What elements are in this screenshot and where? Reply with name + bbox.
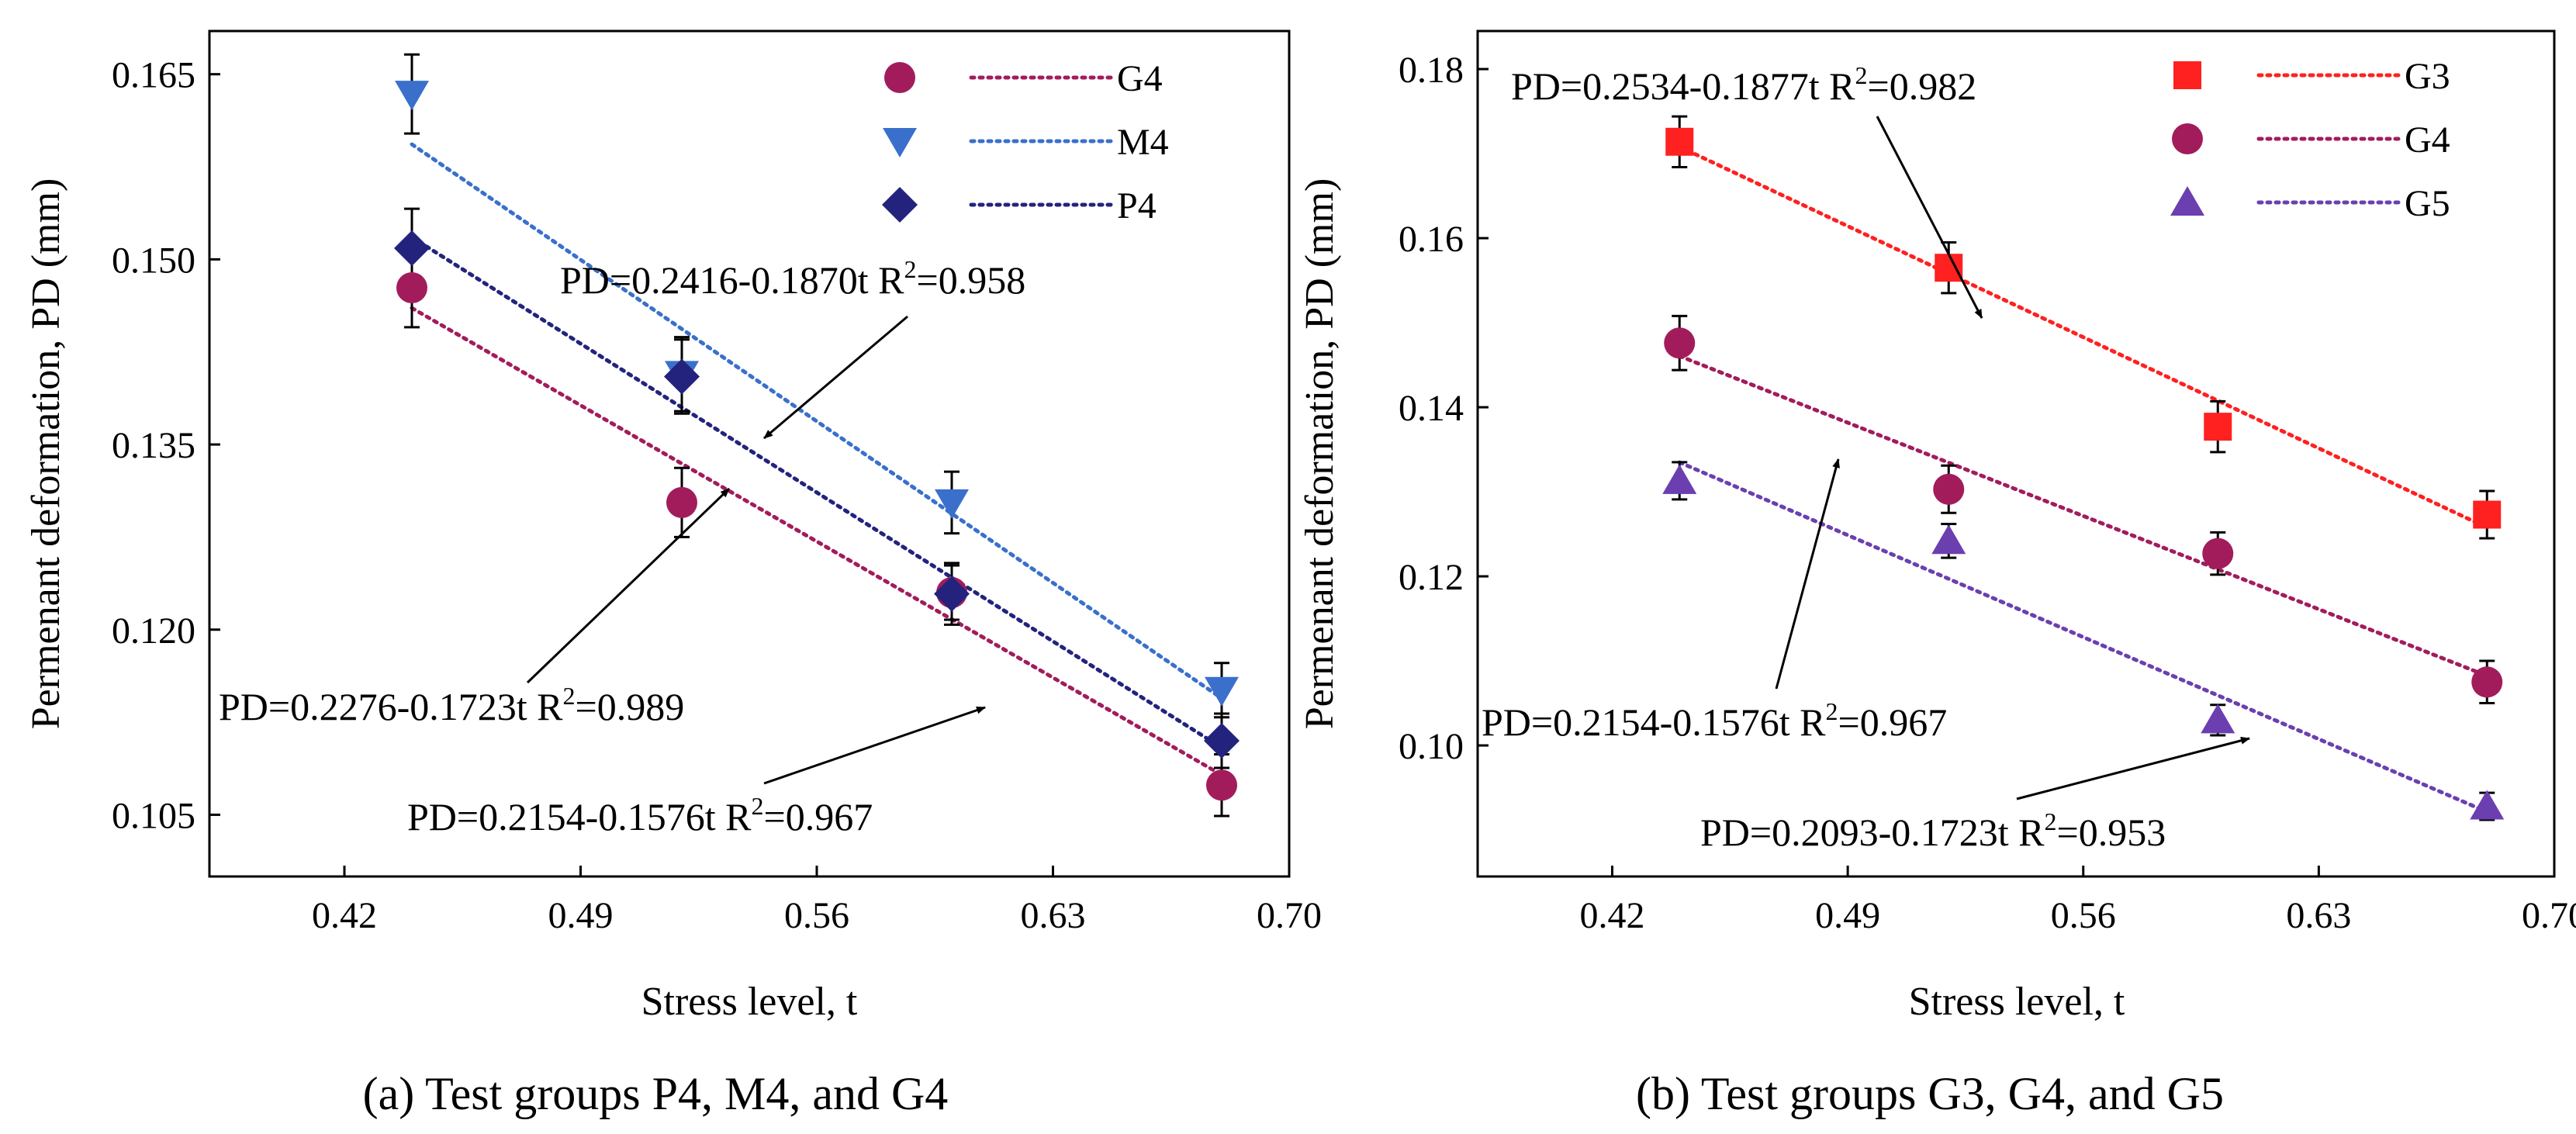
fit-line-m4 bbox=[410, 142, 1224, 700]
point-g3 bbox=[2473, 500, 2502, 529]
legend-marker-g4 bbox=[884, 62, 915, 93]
point-g3 bbox=[1665, 127, 1694, 156]
x-axis-label: Stress level, t bbox=[1909, 980, 2125, 1024]
equation-p4: PD=0.2276-0.1723t R2=0.989 bbox=[219, 682, 684, 728]
equation-g5: PD=0.2093-0.1723t R2=0.953 bbox=[1700, 807, 2166, 854]
equation-g4b: PD=0.2154-0.1576t R2=0.967 bbox=[1482, 697, 1947, 744]
y-ticks: 0.105 0.120 0.135 0.150 0.165 bbox=[112, 55, 220, 836]
arrow-g5 bbox=[2016, 736, 2250, 800]
data-points bbox=[1662, 127, 2505, 820]
x-ticks: 0.42 0.49 0.56 0.63 0.70 bbox=[1580, 866, 2576, 936]
point-g5 bbox=[2201, 704, 2235, 734]
fit-line-g3 bbox=[1677, 144, 2489, 530]
arrow-m4 bbox=[763, 315, 908, 440]
caption: (b) Test groups G3, G4, and G5 bbox=[1636, 1068, 2224, 1119]
y-tick-label: 0.10 bbox=[1399, 726, 1464, 767]
point-g4 bbox=[1206, 769, 1237, 801]
point-g3 bbox=[2204, 413, 2232, 441]
x-ticks: 0.42 0.49 0.56 0.63 0.70 bbox=[312, 866, 1322, 936]
point-p4 bbox=[1204, 722, 1240, 759]
legend-label-g4: G4 bbox=[2405, 119, 2450, 161]
x-tick-label: 0.63 bbox=[2286, 895, 2351, 936]
fit-lines bbox=[410, 142, 1224, 777]
point-g4 bbox=[2471, 666, 2503, 698]
x-tick-label: 0.70 bbox=[2522, 895, 2576, 936]
y-tick-label: 0.120 bbox=[112, 610, 195, 652]
point-g4 bbox=[2202, 538, 2234, 569]
point-m4 bbox=[395, 81, 429, 111]
panel-b: 0.10 0.12 0.14 0.16 0.18 0.42 0.49 0.56 0.63 0.7… bbox=[1298, 29, 2576, 1119]
legend-marker-g4 bbox=[2172, 123, 2203, 154]
plot-frame bbox=[208, 29, 1291, 878]
y-tick-label: 0.12 bbox=[1399, 557, 1464, 598]
legend: G4 M4 P4 bbox=[882, 58, 1169, 226]
y-tick-label: 0.135 bbox=[112, 425, 195, 466]
legend-marker-p4 bbox=[882, 187, 918, 223]
arrow-g4 bbox=[763, 706, 986, 785]
fit-line-g4 bbox=[1677, 354, 2489, 678]
legend-label-g3: G3 bbox=[2405, 56, 2450, 97]
legend: G3 G4 G5 bbox=[2170, 56, 2450, 224]
arrow-g3 bbox=[1876, 116, 1983, 319]
x-tick-label: 0.49 bbox=[1815, 895, 1880, 936]
legend-marker-m4 bbox=[883, 128, 917, 157]
arrow-p4 bbox=[526, 487, 731, 684]
plot-frame bbox=[1476, 29, 2556, 878]
point-p4 bbox=[934, 576, 970, 612]
legend-label-p4: P4 bbox=[1117, 185, 1157, 226]
equation-m4: PD=0.2416-0.1870t R2=0.958 bbox=[560, 255, 1025, 302]
x-tick-label: 0.42 bbox=[1580, 895, 1645, 936]
y-tick-label: 0.165 bbox=[112, 55, 195, 96]
arrow-g4b bbox=[1775, 458, 1840, 690]
fit-line-g4 bbox=[410, 306, 1224, 777]
x-axis-label: Stress level, t bbox=[641, 980, 858, 1024]
y-tick-label: 0.18 bbox=[1399, 50, 1464, 91]
point-g5 bbox=[1662, 464, 1697, 494]
y-axis-label: Permenant deformation, PD (mm) bbox=[1298, 178, 1342, 730]
caption: (a) Test groups P4, M4, and G4 bbox=[363, 1068, 949, 1119]
point-g4 bbox=[396, 271, 427, 303]
legend-marker-g3 bbox=[2173, 61, 2201, 89]
legend-label-g4: G4 bbox=[1117, 58, 1163, 99]
equation-g4: PD=0.2154-0.1576t R2=0.967 bbox=[407, 792, 873, 838]
point-g4 bbox=[1664, 327, 1696, 359]
x-tick-label: 0.42 bbox=[312, 895, 377, 936]
data-points bbox=[394, 81, 1240, 801]
x-tick-label: 0.63 bbox=[1021, 895, 1086, 936]
x-tick-label: 0.56 bbox=[784, 895, 849, 936]
legend-label-g5: G5 bbox=[2405, 183, 2450, 224]
point-p4 bbox=[664, 358, 700, 395]
point-g5 bbox=[2470, 790, 2505, 820]
x-tick-label: 0.49 bbox=[548, 895, 614, 936]
point-g5 bbox=[1931, 524, 1966, 555]
y-tick-label: 0.16 bbox=[1399, 219, 1464, 260]
fit-line-g5 bbox=[1677, 460, 2489, 814]
y-tick-label: 0.105 bbox=[112, 795, 195, 836]
error-bars bbox=[404, 53, 1229, 818]
fit-line-p4 bbox=[410, 235, 1224, 750]
y-tick-label: 0.150 bbox=[112, 240, 195, 281]
point-g3 bbox=[1935, 254, 1963, 282]
x-tick-label: 0.70 bbox=[1257, 895, 1322, 936]
point-g4 bbox=[1933, 473, 1965, 505]
point-m4 bbox=[935, 489, 969, 519]
legend-marker-g5 bbox=[2170, 186, 2204, 216]
y-axis-label: Permenant deformation, PD (mm) bbox=[24, 178, 68, 730]
fit-lines bbox=[1677, 144, 2489, 814]
legend-label-m4: M4 bbox=[1117, 122, 1169, 163]
y-ticks: 0.10 0.12 0.14 0.16 0.18 bbox=[1399, 50, 1489, 767]
point-g4 bbox=[666, 486, 697, 518]
point-m4 bbox=[1205, 676, 1239, 707]
y-tick-label: 0.14 bbox=[1399, 388, 1464, 429]
equation-g3: PD=0.2534-0.1877t R2=0.982 bbox=[1511, 61, 1976, 108]
point-p4 bbox=[394, 230, 430, 267]
x-tick-label: 0.56 bbox=[2051, 895, 2116, 936]
